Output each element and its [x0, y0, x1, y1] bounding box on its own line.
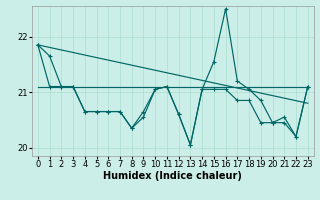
X-axis label: Humidex (Indice chaleur): Humidex (Indice chaleur)	[103, 171, 242, 181]
